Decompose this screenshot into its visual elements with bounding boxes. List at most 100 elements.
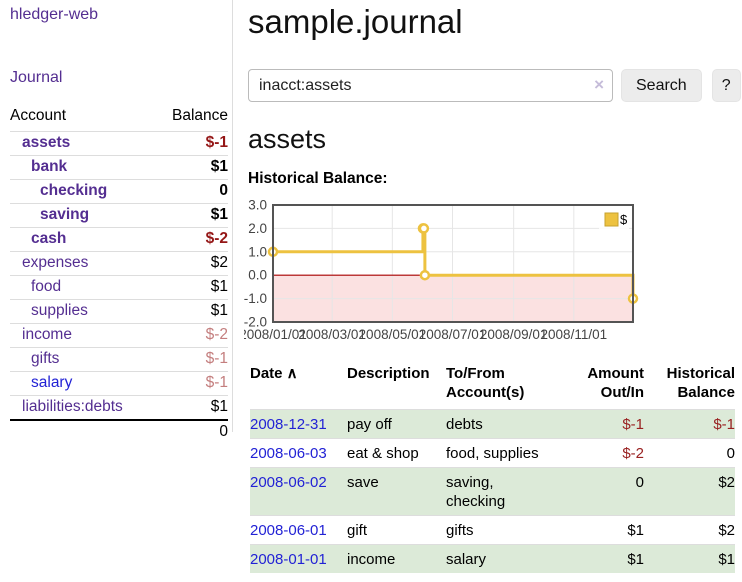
historical-balance-chart: $3.0 2.0 1.0 0.0 -1.0 -2.0 2008/01/01 2008/03/0…	[239, 197, 742, 349]
register-date-cell: 2008-12-31	[250, 409, 347, 439]
data-point-marker	[418, 223, 430, 234]
y-tick-label: -2.0	[244, 315, 267, 330]
account-balance: $-1	[155, 347, 228, 372]
account-name-cell: income	[10, 323, 156, 348]
sidebar-account-link[interactable]: checking	[40, 182, 108, 199]
account-balance: $1	[155, 299, 228, 324]
account-row: food $1	[10, 275, 228, 300]
chart-title: Historical Balance:	[248, 170, 388, 187]
accounts-total-spacer	[10, 419, 156, 444]
account-name-cell: gifts	[10, 347, 156, 372]
account-row: gifts $-1	[10, 347, 228, 372]
legend-swatch	[604, 212, 619, 227]
search-button[interactable]: Search	[621, 69, 702, 102]
register-balance-cell: $1	[644, 544, 735, 573]
register-date-link[interactable]: 2008-06-02	[250, 474, 327, 491]
accounts-header-row: Account Balance	[10, 103, 228, 132]
y-tick-label: 2.0	[248, 221, 267, 236]
accounts-col-balance: Balance	[171, 107, 228, 124]
sidebar-account-link[interactable]: saving	[40, 206, 90, 223]
plot-border	[272, 204, 634, 323]
account-row: bank $1	[10, 155, 228, 180]
legend-label: $	[620, 212, 628, 227]
register-col-accounts: To/From Account(s)	[446, 365, 525, 401]
account-row: assets $-1	[10, 131, 228, 156]
sort-asc-icon[interactable]: ∧	[282, 365, 298, 382]
register-col-date[interactable]: Date ∧	[250, 365, 298, 382]
sidebar-account-link[interactable]: bank	[31, 158, 68, 175]
accounts-total-row: 0	[10, 419, 228, 444]
account-balance: 0	[155, 179, 228, 204]
register-row: 2008-12-31 pay off debts $-1 $-1	[250, 409, 735, 439]
x-tick-label: 2008/03/01	[298, 327, 366, 342]
register-date-link[interactable]: 2008-06-01	[250, 522, 327, 539]
sidebar-account-link[interactable]: assets	[22, 134, 71, 151]
brand-link[interactable]: hledger-web	[10, 6, 99, 23]
sidebar-account-link[interactable]: food	[31, 278, 62, 295]
y-tick-label: 0.0	[248, 268, 267, 283]
sidebar-item-journal[interactable]: Journal	[10, 69, 63, 86]
register-accounts-cell: saving, checking	[446, 467, 550, 516]
sidebar-account-link[interactable]: cash	[31, 230, 67, 247]
sidebar-account-link[interactable]: supplies	[31, 302, 88, 319]
sidebar-account-link[interactable]: gifts	[31, 350, 60, 367]
register-amount-cell: 0	[550, 467, 644, 516]
sidebar-account-link[interactable]: liabilities:debts	[22, 398, 123, 415]
register-col-amount: Amount Out/In	[587, 365, 644, 401]
register-accounts-cell: gifts	[446, 515, 550, 545]
data-point-marker	[419, 269, 431, 281]
register-header-row: Date ∧ Description To/From Account(s) Amoun…	[250, 361, 735, 410]
x-tick-label: 2008/09/01	[480, 327, 548, 342]
register-balance-cell: 0	[644, 438, 735, 468]
account-balance: $1	[155, 275, 228, 300]
account-name-cell: salary	[10, 371, 156, 396]
register-description-cell: eat & shop	[347, 438, 446, 468]
help-button[interactable]: ?	[711, 69, 741, 102]
account-row: cash $-2	[10, 227, 228, 252]
clear-search-icon[interactable]: ×	[594, 75, 604, 94]
y-tick-label: 1.0	[248, 244, 267, 259]
sidebar-account-link[interactable]: expenses	[22, 254, 89, 271]
register-date-link[interactable]: 2008-01-01	[250, 551, 327, 568]
account-name-cell: expenses	[10, 251, 156, 276]
account-row: expenses $2	[10, 251, 228, 276]
register-amount-cell: $1	[550, 515, 644, 545]
x-tick-label: 2008/05/01	[359, 327, 427, 342]
register-table: Date ∧ Description To/From Account(s) Amoun…	[250, 361, 735, 573]
register-date-cell: 2008-06-03	[250, 438, 347, 468]
accounts-col-account: Account	[10, 107, 67, 124]
register-date-cell: 2008-06-02	[250, 467, 347, 516]
x-tick-label: 2008/01/01	[244, 327, 307, 342]
account-row: supplies $1	[10, 299, 228, 324]
search-form: × Search ?	[248, 69, 741, 102]
x-tick-label: 2008/11/01	[541, 327, 608, 342]
register-date-link[interactable]: 2008-12-31	[250, 416, 327, 433]
account-name-cell: cash	[10, 227, 156, 252]
register-description-cell: save	[347, 467, 446, 516]
account-name-cell: bank	[10, 155, 156, 180]
search-input[interactable]	[248, 69, 613, 102]
register-date-link[interactable]: 2008-06-03	[250, 445, 327, 462]
account-row: liabilities:debts $1	[10, 395, 228, 420]
account-name-cell: food	[10, 275, 156, 300]
register-balance-cell: $2	[644, 467, 735, 516]
y-tick-label: 3.0	[248, 198, 267, 213]
register-amount-cell: $1	[550, 544, 644, 573]
register-description-cell: income	[347, 544, 446, 573]
account-name-cell: assets	[10, 131, 156, 156]
register-amount-cell: $-2	[550, 438, 644, 468]
account-name-cell: checking	[10, 179, 156, 204]
account-row: salary $-1	[10, 371, 228, 396]
register-description-cell: gift	[347, 515, 446, 545]
sidebar-account-link[interactable]: income	[22, 326, 72, 343]
sidebar-account-link[interactable]: salary	[31, 374, 73, 391]
account-balance: $1	[155, 155, 228, 180]
register-accounts-cell: debts	[446, 409, 550, 439]
register-row: 2008-06-01 gift gifts $1 $2	[250, 515, 735, 545]
page-title: sample.journal	[248, 3, 463, 40]
account-balance: $-2	[155, 323, 228, 348]
account-name-cell: supplies	[10, 299, 156, 324]
account-balance: $2	[155, 251, 228, 276]
register-row: 2008-06-03 eat & shop food, supplies $-2 0	[250, 438, 735, 468]
account-row: checking 0	[10, 179, 228, 204]
